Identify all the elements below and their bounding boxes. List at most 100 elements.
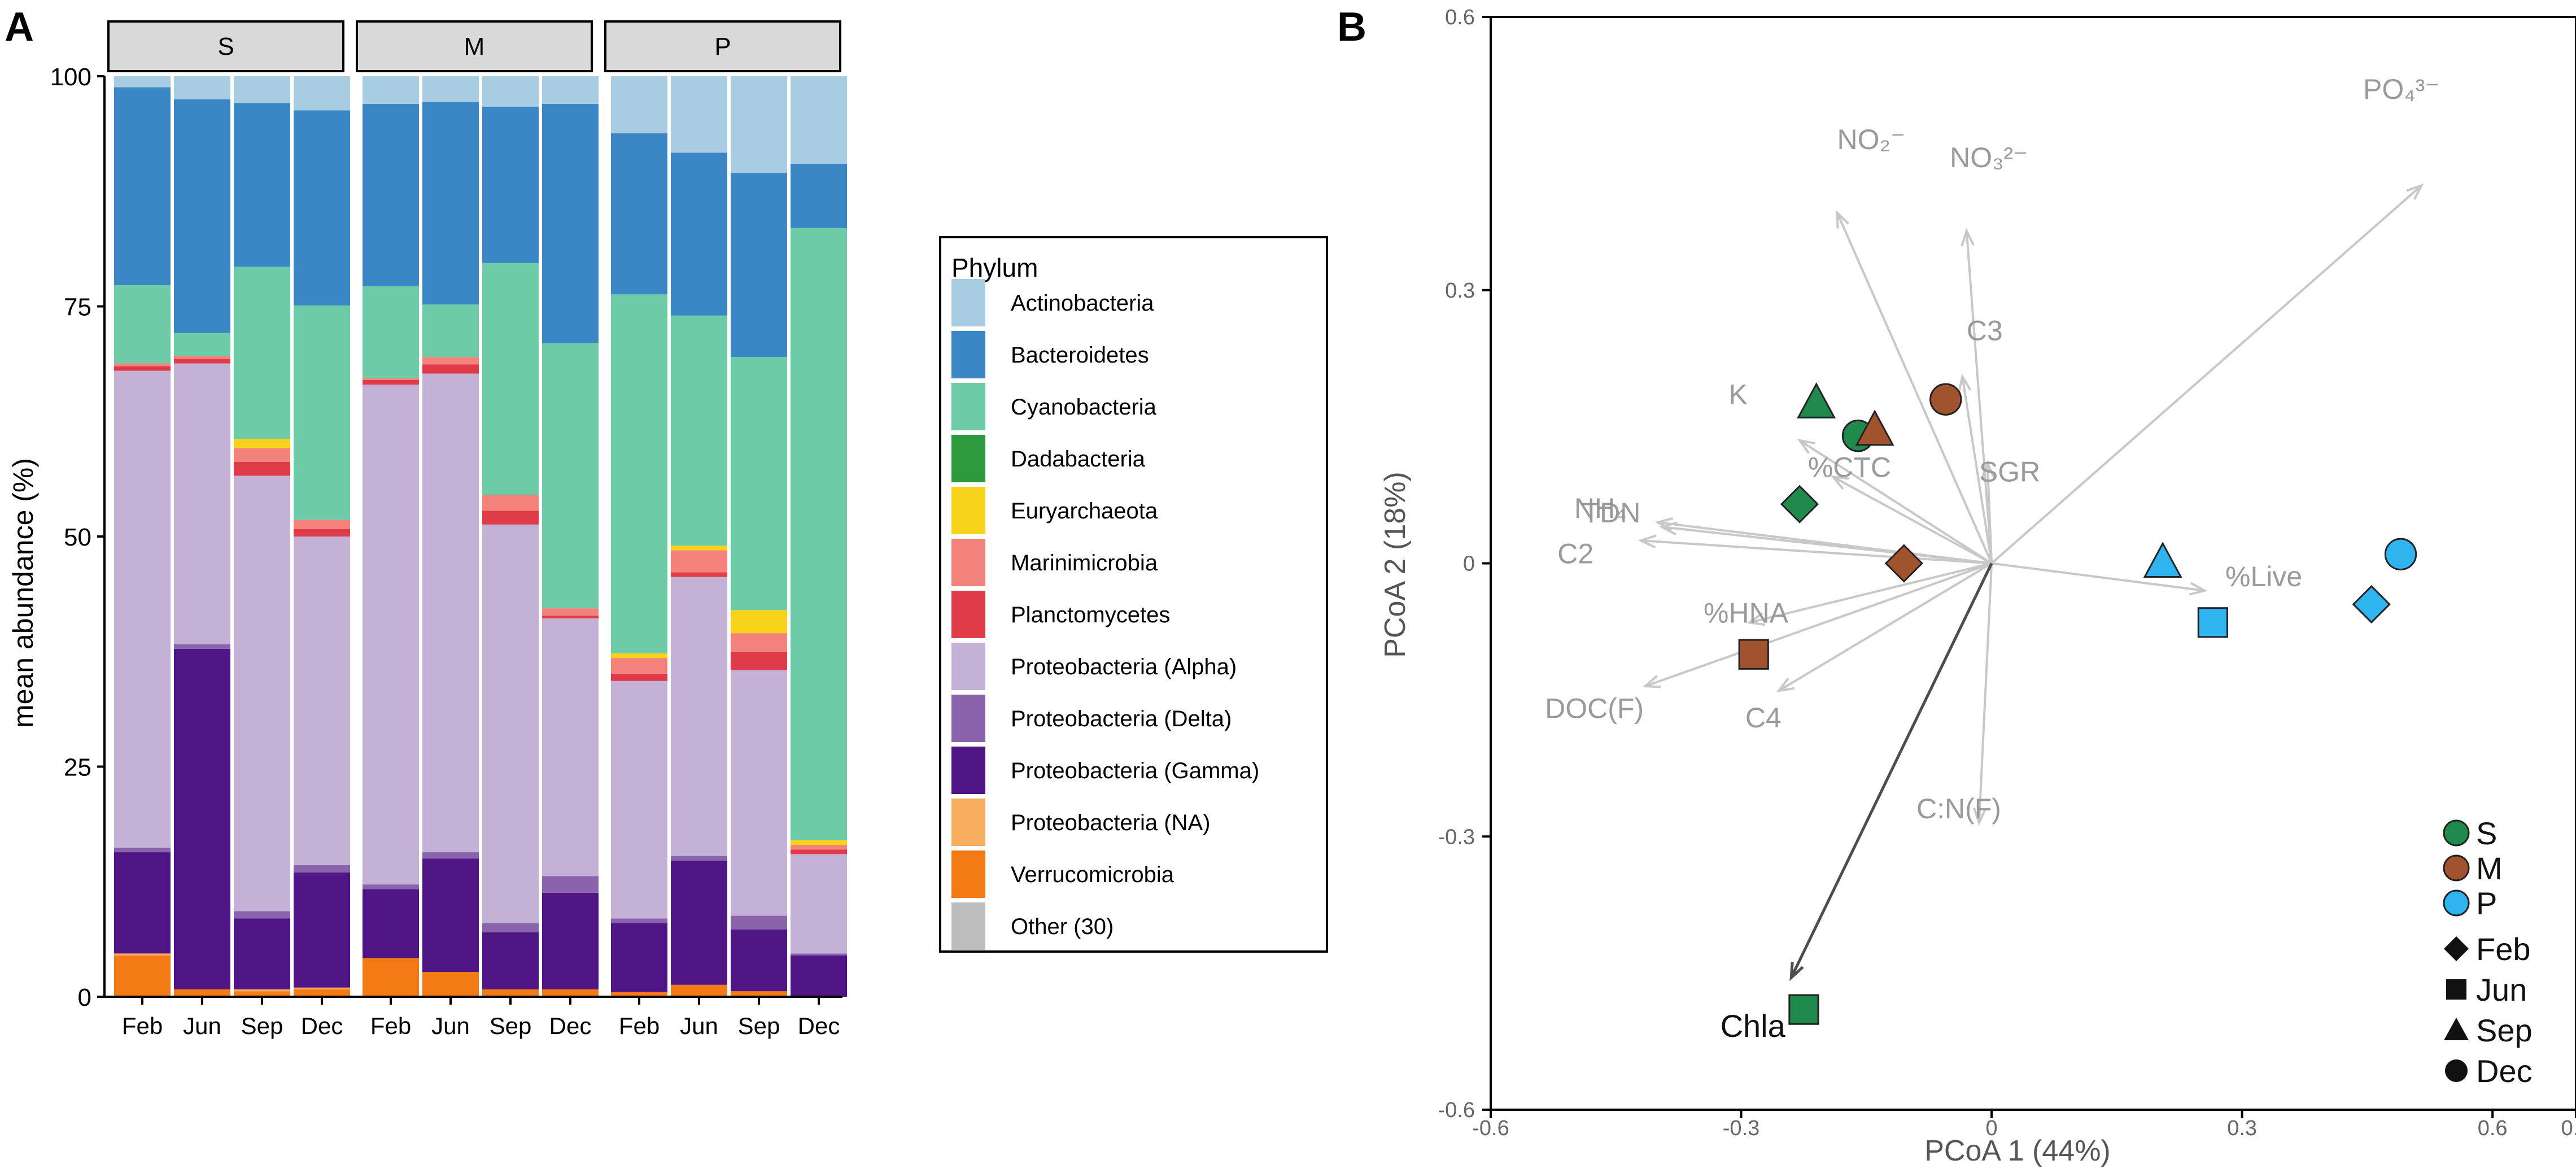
bar-segment (611, 992, 667, 997)
vector-arrowhead (1747, 612, 1766, 626)
bar-segment (791, 854, 847, 954)
x-axis-label: PCoA 1 (44%) (1924, 1135, 2111, 1167)
vector-arrowhead (1642, 675, 1661, 688)
bar-segment (294, 305, 350, 520)
bar-segment (611, 294, 667, 654)
bar-segment (114, 366, 171, 371)
data-point (2197, 607, 2228, 638)
legend-entry: Proteobacteria (NA) (1011, 810, 1210, 835)
bar-segment (422, 304, 479, 357)
bar-segment (731, 991, 787, 997)
bar-segment (363, 378, 419, 380)
legend-month-label: Dec (2476, 1053, 2533, 1089)
vector-label: C2 (1557, 538, 1593, 570)
facets: S Feb Jun Sep Dec M Feb Jun Sep Dec P Feb Jun Sep Dec (104, 20, 847, 1039)
bar-segment (671, 152, 727, 316)
legend-swatch (951, 591, 985, 638)
data-point (1780, 485, 1819, 524)
bar-segment (234, 911, 290, 919)
bar-segment (363, 380, 419, 385)
vector-label: NO₂⁻ (1837, 124, 1906, 155)
bar-segment (422, 102, 479, 305)
bar-segment (791, 953, 847, 956)
vector-line (1657, 521, 1992, 565)
bar-segment (791, 849, 847, 854)
y-axis-label: mean abundance (%) (7, 458, 39, 728)
data-point (2143, 542, 2182, 578)
shape-color-legend: SMP Feb Jun Sep Dec (2443, 815, 2533, 1089)
bar-segment (671, 860, 727, 985)
x-tick-label: Sep (738, 1013, 780, 1039)
x-tick-label: Feb (619, 1013, 660, 1039)
x-tick-label: Sep (490, 1013, 532, 1039)
bar-segment (671, 856, 727, 861)
facet-strip (604, 20, 841, 72)
legend-site-marker (2443, 854, 2470, 882)
vector-arrowhead (1961, 228, 1975, 247)
vector-line (1977, 563, 1993, 823)
y-tick-label: 50 (64, 524, 91, 551)
data-point (1929, 383, 1962, 416)
bar-segment (294, 110, 350, 306)
bar-segment (731, 610, 787, 634)
bar-segment (174, 644, 230, 649)
vector-label: C:N(F) (1916, 793, 2001, 825)
y-tick-label: 0.6 (1445, 6, 1475, 29)
vector-arrowhead (1638, 534, 1657, 549)
vector-line (1961, 376, 1993, 564)
y-axis-label: PCoA 2 (18%) (1379, 472, 1412, 658)
legend-entry: Cyanobacteria (1011, 395, 1157, 420)
legend-swatch (951, 383, 985, 430)
vector-line (1640, 539, 1992, 565)
legend-month-marker (2446, 979, 2466, 1000)
bar-segment (542, 989, 599, 997)
bar-segment (363, 958, 419, 997)
bar-segment (791, 845, 847, 850)
x-tick-label: Jun (680, 1013, 718, 1039)
bar-segment (363, 889, 419, 958)
bar-segment (422, 858, 479, 972)
vector-line (1991, 562, 2205, 592)
pcoa-biplot: -0.6-0.300.30.60.7-0.6-0.300.30.6 NO₂⁻NO… (1379, 6, 2576, 1167)
y-tick-label: 100 (50, 63, 91, 91)
bar-segment (611, 653, 667, 658)
legend-month-marker (2444, 936, 2469, 961)
data-point (1738, 639, 1769, 670)
bar-segment (114, 847, 171, 853)
x-tick-label: Sep (241, 1013, 283, 1039)
vectors (1638, 183, 2424, 982)
legend-month-marker (2445, 1059, 2468, 1082)
vector-arrowhead (1789, 962, 1804, 982)
data-point (1797, 382, 1836, 418)
bar-segment (363, 286, 419, 378)
vector-arrowhead (2189, 582, 2208, 596)
bar-segment (294, 987, 350, 989)
bar-segment (482, 106, 539, 263)
legend-entry: Proteobacteria (Gamma) (1011, 758, 1259, 783)
vector-line (1990, 184, 2422, 565)
legend-swatch (951, 539, 985, 586)
bar-segment (294, 520, 350, 529)
bar-segment (294, 865, 350, 873)
y-axis: 0 25 50 75 100 (50, 63, 106, 1011)
bar-segment (114, 953, 171, 956)
bar-segment (731, 915, 787, 930)
legend-swatch (951, 799, 985, 846)
x-tick-label: -0.6 (1472, 1116, 1509, 1140)
bar-segment (114, 370, 171, 848)
bar-segment (731, 651, 787, 670)
bar-segment (611, 673, 667, 681)
bar-segment (731, 670, 787, 916)
vector-label: NO₃²⁻ (1950, 142, 2028, 173)
x-tick-label: Jun (183, 1013, 221, 1039)
bar-segment (114, 852, 171, 954)
data-point (2352, 584, 2391, 624)
vector-arrowhead (1981, 460, 1995, 479)
facet-label: M (464, 33, 485, 60)
legend-month-label: Jun (2476, 972, 2527, 1007)
bar-segment (294, 989, 350, 997)
x-tick-label: -0.3 (1723, 1116, 1759, 1140)
points (1738, 382, 2417, 1025)
facet-label: P (714, 33, 731, 60)
bar-segment (234, 476, 290, 911)
